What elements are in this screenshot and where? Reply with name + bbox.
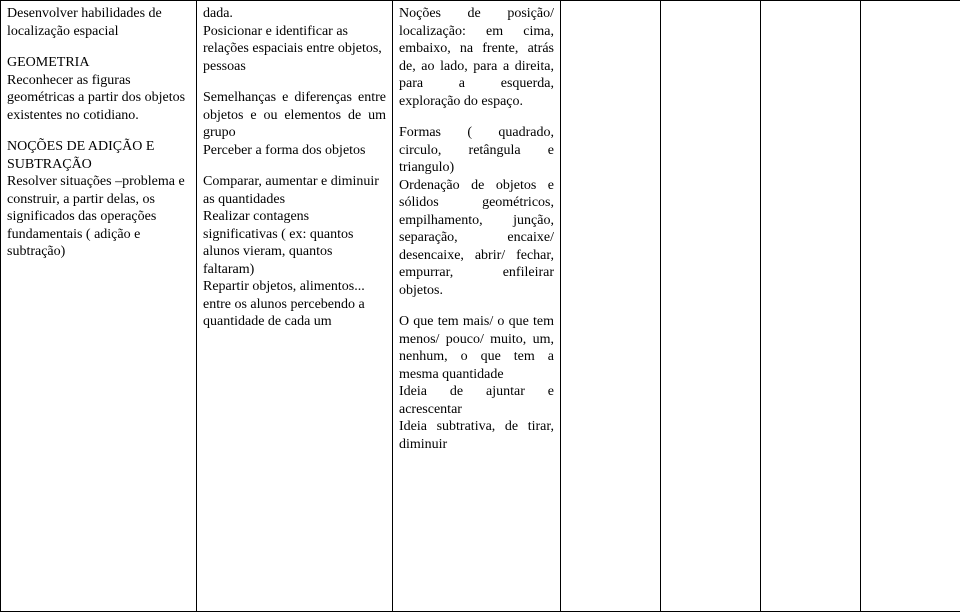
cell-col4-empty — [561, 1, 661, 612]
col3-p3: O que tem mais/ o que tem menos/ pouco/ … — [399, 313, 554, 453]
col2-p2: Semelhanças e diferenças entre objetos e… — [203, 89, 386, 159]
cell-col1: Desenvolver habilidades de localização e… — [1, 1, 197, 612]
curriculum-table: Desenvolver habilidades de localização e… — [0, 0, 960, 612]
col1-p1: Desenvolver habilidades de localização e… — [7, 5, 190, 40]
table-row: Desenvolver habilidades de localização e… — [1, 1, 960, 612]
col1-p3: NOÇÕES DE ADIÇÃO E SUBTRAÇÃOResolver sit… — [7, 138, 190, 261]
col3-p2: Formas ( quadrado, circulo, retângula e … — [399, 124, 554, 299]
col2-p1: dada.Posicionar e identificar as relaçõe… — [203, 5, 386, 75]
cell-col3: Noções de posição/ localização: em cima,… — [393, 1, 561, 612]
cell-col5-empty — [661, 1, 761, 612]
cell-col2: dada.Posicionar e identificar as relaçõe… — [197, 1, 393, 612]
cell-col7-empty — [861, 1, 960, 612]
page: Desenvolver habilidades de localização e… — [0, 0, 960, 612]
cell-col6-empty — [761, 1, 861, 612]
col2-p3: Comparar, aumentar e diminuir as quantid… — [203, 173, 386, 331]
col1-p2: GEOMETRIAReconhecer as figuras geométric… — [7, 54, 190, 124]
col3-p1: Noções de posição/ localização: em cima,… — [399, 5, 554, 110]
